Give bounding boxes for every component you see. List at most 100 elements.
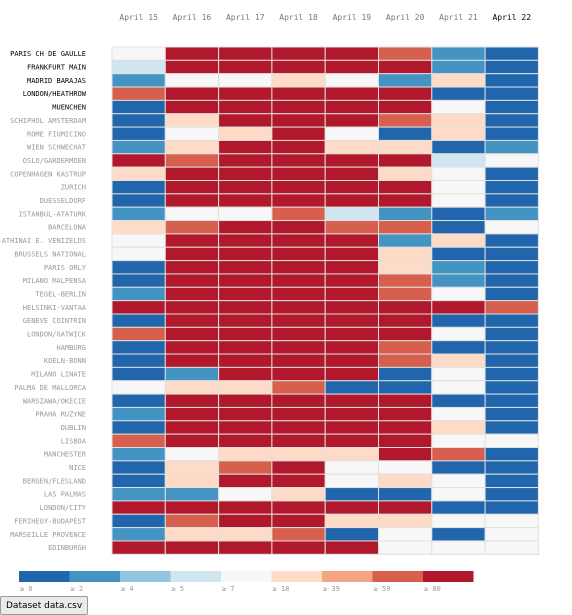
heatmap-cell[interactable] bbox=[431, 340, 486, 355]
heatmap-cell[interactable] bbox=[218, 300, 273, 315]
heatmap-cell[interactable] bbox=[218, 527, 273, 542]
heatmap-cell[interactable] bbox=[271, 153, 326, 168]
heatmap-cell[interactable] bbox=[164, 59, 220, 75]
airport-label-marseille-provence[interactable]: MARSEILLE PROVENCE bbox=[10, 531, 86, 539]
heatmap-cell[interactable] bbox=[271, 473, 326, 489]
heatmap-cell[interactable] bbox=[484, 139, 539, 155]
heatmap-cell[interactable] bbox=[324, 153, 380, 168]
heatmap-cell[interactable] bbox=[164, 46, 220, 61]
heatmap-cell[interactable] bbox=[111, 59, 166, 75]
heatmap-cell[interactable] bbox=[164, 246, 220, 262]
heatmap-cell[interactable] bbox=[111, 126, 166, 141]
heatmap-cell[interactable] bbox=[324, 73, 380, 88]
heatmap-cell[interactable] bbox=[271, 513, 326, 529]
heatmap-cell[interactable] bbox=[378, 447, 433, 462]
heatmap-cell[interactable] bbox=[111, 393, 166, 408]
heatmap-cell[interactable] bbox=[218, 473, 273, 489]
heatmap-cell[interactable] bbox=[271, 300, 326, 315]
heatmap-cell[interactable] bbox=[431, 527, 486, 542]
day-label-april-16[interactable]: April 16 bbox=[173, 13, 212, 22]
heatmap-cell[interactable] bbox=[378, 206, 433, 222]
heatmap-cell[interactable] bbox=[431, 460, 486, 475]
heatmap-cell[interactable] bbox=[218, 366, 273, 382]
heatmap-cell[interactable] bbox=[164, 447, 220, 462]
heatmap-cell[interactable] bbox=[218, 326, 273, 342]
heatmap-cell[interactable] bbox=[111, 340, 166, 355]
heatmap-cell[interactable] bbox=[324, 260, 380, 275]
heatmap-cell[interactable] bbox=[111, 233, 166, 248]
airport-label-oslo-gardermoen[interactable]: OSLO/GARDERMOEN bbox=[23, 157, 86, 165]
heatmap-cell[interactable] bbox=[431, 353, 486, 368]
heatmap-cell[interactable] bbox=[378, 340, 433, 355]
heatmap-cell[interactable] bbox=[111, 180, 166, 195]
airport-label-las-palmas[interactable]: LAS PALMAS bbox=[44, 491, 86, 499]
heatmap-cell[interactable] bbox=[271, 86, 326, 101]
heatmap-cell[interactable] bbox=[111, 433, 166, 448]
heatmap-cell[interactable] bbox=[271, 393, 326, 408]
heatmap-cell[interactable] bbox=[324, 233, 380, 248]
heatmap-cell[interactable] bbox=[484, 380, 539, 395]
heatmap-cell[interactable] bbox=[431, 139, 486, 155]
heatmap-cell[interactable] bbox=[484, 180, 539, 195]
heatmap-cell[interactable] bbox=[484, 527, 539, 542]
heatmap-cell[interactable] bbox=[378, 233, 433, 248]
airport-label-paris-ch-de-gaulle[interactable]: PARIS CH DE GAULLE bbox=[10, 50, 86, 58]
heatmap-cell[interactable] bbox=[164, 326, 220, 342]
heatmap-cell[interactable] bbox=[378, 393, 433, 408]
heatmap-cell[interactable] bbox=[378, 527, 433, 542]
heatmap-cell[interactable] bbox=[111, 406, 166, 422]
heatmap-cell[interactable] bbox=[271, 273, 326, 288]
airport-label-bergen-flesland[interactable]: BERGEN/FLESLAND bbox=[23, 477, 86, 485]
heatmap-cell[interactable] bbox=[324, 46, 380, 61]
heatmap-cell[interactable] bbox=[111, 527, 166, 542]
heatmap-cell[interactable] bbox=[431, 260, 486, 275]
heatmap-cell[interactable] bbox=[484, 540, 539, 555]
heatmap-cell[interactable] bbox=[111, 246, 166, 262]
heatmap-cell[interactable] bbox=[431, 313, 486, 328]
heatmap-cell[interactable] bbox=[111, 166, 166, 181]
heatmap-cell[interactable] bbox=[324, 527, 380, 542]
heatmap-cell[interactable] bbox=[484, 206, 539, 222]
heatmap-cell[interactable] bbox=[111, 540, 166, 555]
heatmap-cell[interactable] bbox=[271, 246, 326, 262]
heatmap-cell[interactable] bbox=[431, 193, 486, 208]
heatmap-cell[interactable] bbox=[111, 460, 166, 475]
heatmap-cell[interactable] bbox=[271, 527, 326, 542]
heatmap-cell[interactable] bbox=[218, 433, 273, 448]
heatmap-cell[interactable] bbox=[218, 73, 273, 88]
heatmap-cell[interactable] bbox=[431, 180, 486, 195]
airport-label-brussels-national[interactable]: BRUSSELS NATIONAL bbox=[14, 250, 86, 258]
heatmap-cell[interactable] bbox=[218, 420, 273, 435]
heatmap-cell[interactable] bbox=[111, 473, 166, 489]
heatmap-cell[interactable] bbox=[324, 487, 380, 502]
heatmap-cell[interactable] bbox=[324, 59, 380, 75]
day-label-april-19[interactable]: April 19 bbox=[333, 13, 372, 22]
heatmap-cell[interactable] bbox=[431, 326, 486, 342]
heatmap-cell[interactable] bbox=[484, 59, 539, 75]
airport-label-paris-orly[interactable]: PARIS ORLY bbox=[44, 264, 87, 272]
heatmap-cell[interactable] bbox=[218, 246, 273, 262]
heatmap-cell[interactable] bbox=[324, 326, 380, 342]
heatmap-cell[interactable] bbox=[271, 420, 326, 435]
heatmap-cell[interactable] bbox=[111, 260, 166, 275]
heatmap-cell[interactable] bbox=[484, 473, 539, 489]
heatmap-cell[interactable] bbox=[378, 366, 433, 382]
heatmap-cell[interactable] bbox=[431, 500, 486, 515]
heatmap-cell[interactable] bbox=[218, 193, 273, 208]
heatmap-cell[interactable] bbox=[164, 206, 220, 222]
heatmap-cell[interactable] bbox=[218, 153, 273, 168]
heatmap-cell[interactable] bbox=[164, 153, 220, 168]
heatmap-cell[interactable] bbox=[271, 353, 326, 368]
heatmap-cell[interactable] bbox=[218, 380, 273, 395]
heatmap-cell[interactable] bbox=[164, 433, 220, 448]
heatmap-cell[interactable] bbox=[164, 393, 220, 408]
heatmap-cell[interactable] bbox=[484, 193, 539, 208]
heatmap-cell[interactable] bbox=[431, 73, 486, 88]
heatmap-cell[interactable] bbox=[484, 126, 539, 141]
heatmap-cell[interactable] bbox=[324, 380, 380, 395]
heatmap-cell[interactable] bbox=[218, 487, 273, 502]
heatmap-cell[interactable] bbox=[484, 260, 539, 275]
heatmap-cell[interactable] bbox=[111, 447, 166, 462]
heatmap-cell[interactable] bbox=[324, 366, 380, 382]
airport-label-milano-malpensa[interactable]: MILANO MALPENSA bbox=[23, 277, 87, 285]
